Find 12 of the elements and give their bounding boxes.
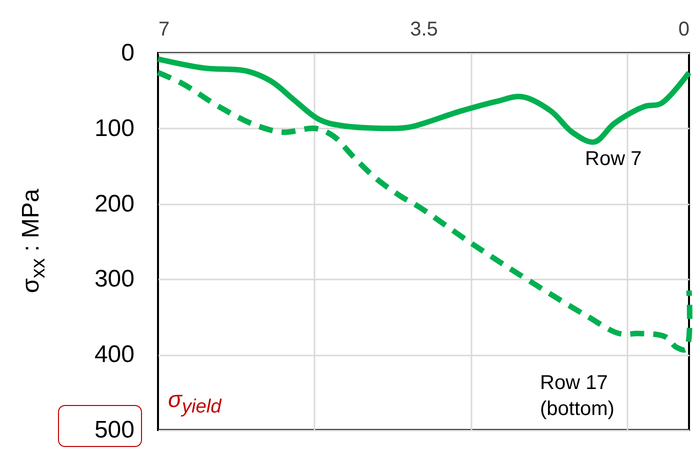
x-tick-label: 0	[678, 18, 690, 40]
y-tick-label: 300	[94, 266, 134, 293]
y-tick-label: 100	[94, 114, 134, 142]
x-tick-label: 3.5	[410, 18, 438, 40]
annotation: Row 17 (bottom)	[540, 371, 614, 422]
x-tick-label: 7	[158, 18, 170, 40]
annotation: Row 7	[585, 147, 642, 172]
y-tick-label: 500	[94, 416, 134, 444]
y-tick-label: 200	[94, 190, 134, 218]
annotation: σ$_{yield}$	[168, 386, 222, 420]
y-tick-label: 0	[121, 40, 134, 66]
y-tick-label: 400	[94, 341, 134, 368]
